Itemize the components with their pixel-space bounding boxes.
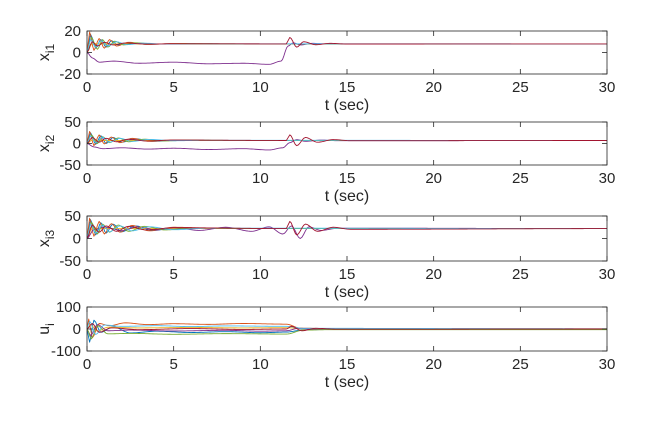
series-line-5 — [87, 134, 607, 144]
y-axis-label: xi2 — [36, 135, 57, 153]
x-tick-label: 0 — [83, 356, 91, 373]
x-axis-label: t (sec) — [325, 284, 369, 301]
y-axis-label: ui — [36, 323, 57, 335]
x-tick-label: 25 — [512, 79, 529, 96]
x-tick-label: 0 — [83, 170, 91, 187]
x-tick-label: 10 — [252, 356, 269, 373]
series-line-7 — [87, 134, 607, 147]
x-tick-label: 30 — [599, 79, 616, 96]
y-tick-label: -50 — [59, 253, 81, 270]
y-axis-label: xi1 — [36, 44, 57, 62]
series-line-7 — [87, 323, 607, 333]
x-tick-label: 20 — [425, 266, 442, 283]
x-tick-label: 5 — [169, 79, 177, 96]
y-tick-label: -50 — [59, 157, 81, 174]
series-group — [87, 31, 607, 65]
x-tick-label: 30 — [599, 170, 616, 187]
series-line-6 — [87, 135, 607, 144]
x-tick-label: 20 — [425, 79, 442, 96]
y-tick-label: 0 — [73, 45, 81, 62]
x-tick-label: 15 — [339, 170, 356, 187]
x-axis-label: t (sec) — [325, 188, 369, 205]
x-tick-label: 10 — [252, 170, 269, 187]
x-tick-label: 30 — [599, 266, 616, 283]
x-tick-label: 10 — [252, 79, 269, 96]
x-tick-label: 25 — [512, 266, 529, 283]
x-tick-label: 20 — [425, 170, 442, 187]
axes-frame — [86, 121, 608, 166]
x-tick-label: 15 — [339, 266, 356, 283]
series-line-5 — [87, 221, 607, 239]
series-line-4 — [87, 42, 607, 65]
x-tick-label: 25 — [512, 170, 529, 187]
series-line-6 — [87, 39, 607, 53]
series-line-5 — [87, 37, 607, 53]
x-tick-label: 30 — [599, 356, 616, 373]
series-group — [87, 318, 607, 343]
x-tick-label: 0 — [83, 266, 91, 283]
axes-frame — [86, 215, 608, 262]
x-tick-label: 15 — [339, 79, 356, 96]
series-line-7 — [87, 37, 607, 53]
x-tick-label: 0 — [83, 79, 91, 96]
x-tick-label: 15 — [339, 356, 356, 373]
x-tick-label: 5 — [169, 170, 177, 187]
y-tick-label: -20 — [59, 66, 81, 83]
x-tick-label: 20 — [425, 356, 442, 373]
series-group — [87, 217, 607, 239]
y-tick-label: 20 — [64, 23, 81, 40]
y-tick-label: 0 — [73, 321, 81, 338]
x-tick-label: 5 — [169, 356, 177, 373]
series-line-3 — [87, 42, 607, 53]
x-axis-label: t (sec) — [325, 97, 369, 114]
y-tick-label: 50 — [64, 114, 81, 131]
y-tick-label: 0 — [73, 136, 81, 153]
x-axis-label: t (sec) — [325, 374, 369, 391]
y-tick-label: -100 — [51, 343, 81, 360]
series-line-1 — [87, 132, 607, 145]
x-tick-label: 5 — [169, 266, 177, 283]
y-tick-label: 100 — [56, 299, 81, 316]
series-line-2 — [87, 131, 607, 147]
series-line-6 — [87, 223, 607, 239]
series-line-7 — [87, 220, 607, 239]
series-group — [87, 131, 607, 151]
y-axis-label: xi3 — [36, 230, 57, 248]
y-tick-label: 0 — [73, 231, 81, 248]
x-tick-label: 25 — [512, 356, 529, 373]
axes-frame — [86, 30, 608, 75]
x-tick-label: 10 — [252, 266, 269, 283]
y-tick-label: 50 — [64, 208, 81, 225]
